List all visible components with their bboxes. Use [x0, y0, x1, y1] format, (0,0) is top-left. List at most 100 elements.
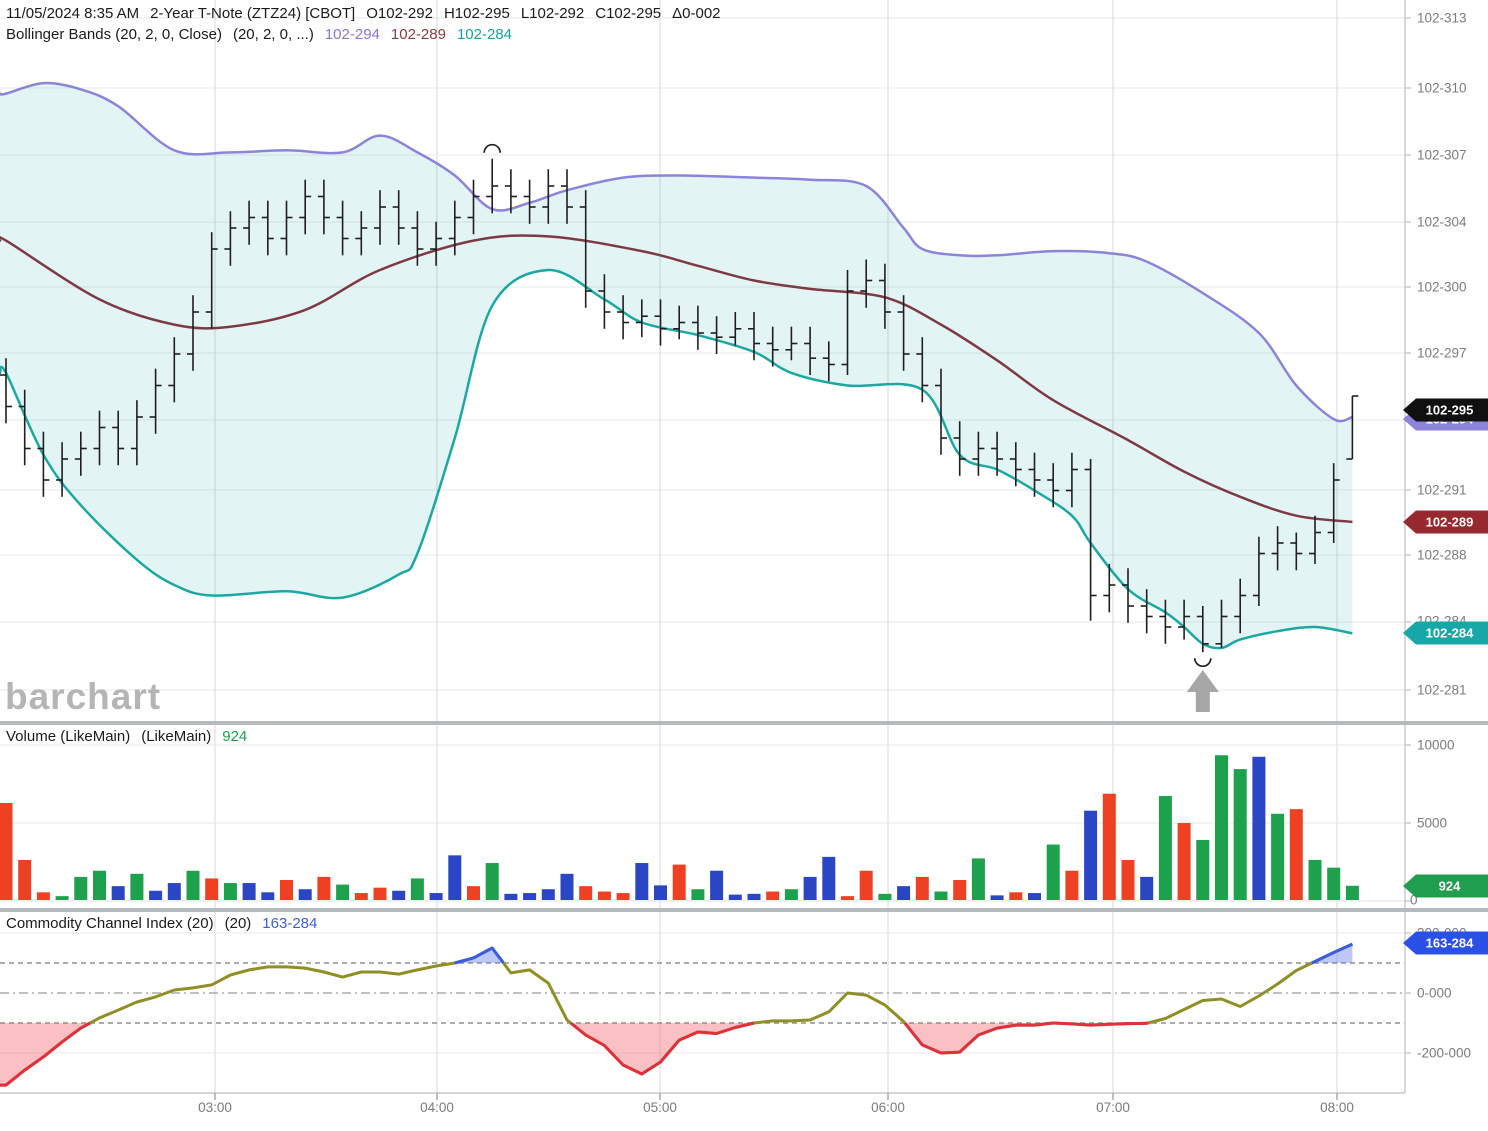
ohlc-bar [673, 305, 686, 340]
ohlc-bar [467, 179, 480, 235]
ohlc-bar [1159, 599, 1172, 644]
volume-bar [111, 886, 125, 900]
volume-bar [1158, 796, 1172, 900]
ohlc-bar [804, 326, 817, 375]
time-axis-label[interactable]: 06:00 [871, 1100, 905, 1115]
ohlc-bar [935, 368, 947, 455]
time-axis-label[interactable]: 03:00 [198, 1100, 232, 1115]
volume-bar [1177, 823, 1191, 900]
volume-bar [654, 885, 667, 900]
volume-bar [205, 878, 219, 900]
volume-bar [597, 891, 611, 900]
ohlc-bar [1140, 589, 1153, 634]
volume-legend[interactable]: Volume (LikeMain) (LikeMain) 924 [6, 728, 247, 745]
ohlc-bar [74, 431, 87, 476]
ohlc-bar [430, 221, 443, 266]
volume-bar [1046, 844, 1060, 900]
volume-bar [710, 870, 724, 900]
time-axis-label[interactable]: 08:00 [1320, 1100, 1354, 1115]
ohlc-bar [336, 200, 349, 256]
ohlc-bar [224, 211, 237, 266]
volume-bar [915, 876, 929, 900]
volume-bar [74, 876, 88, 900]
panel-divider-2[interactable] [0, 908, 1488, 912]
ohlc-bar [18, 389, 31, 466]
ohlc-bar [1290, 532, 1303, 571]
price-axis-label: 102-304 [1417, 214, 1467, 230]
ohlc-bar [504, 169, 517, 214]
ohlc-bar [1103, 564, 1116, 613]
bollinger-band-fill [0, 83, 1353, 649]
volume-bar [766, 891, 780, 900]
volume-bar [523, 893, 537, 900]
volume-bar [298, 889, 312, 900]
time-axis-label[interactable]: 05:00 [643, 1100, 677, 1115]
volume-bar [167, 883, 181, 900]
volume-bar [953, 879, 967, 900]
volume-bar [1009, 892, 1023, 900]
ohlc-bar [1271, 526, 1284, 571]
ohlc-bar [1065, 452, 1078, 508]
volume-params: (LikeMain) [141, 728, 212, 745]
bollinger-legend[interactable]: Bollinger Bands (20, 2, 0, Close) (20, 2… [6, 26, 512, 43]
volume-label: Volume (LikeMain) [6, 728, 131, 745]
volume-value: 924 [222, 728, 248, 745]
volume-bar [149, 890, 163, 900]
volume-bar [223, 883, 237, 900]
volume-bar [635, 863, 649, 900]
price-axis-label: 102-307 [1417, 147, 1467, 163]
time-axis-label[interactable]: 04:00 [420, 1100, 454, 1115]
volume-axis-label: 0 [1410, 892, 1418, 908]
ohlc-bar [1196, 606, 1209, 653]
volume-bar [1327, 867, 1341, 900]
volume-bar [934, 891, 948, 900]
session-high-marker [483, 143, 502, 153]
ohlc-bar [112, 410, 125, 466]
ohlc-bar [766, 326, 779, 367]
volume-axis-label: 10000 [1417, 737, 1455, 753]
volume-bar [971, 858, 985, 900]
volume-bar [616, 893, 630, 900]
volume-bar [261, 892, 275, 900]
cci-oversold-line [1053, 1021, 1149, 1027]
ohlc-bar [991, 431, 1004, 476]
ohlc-bar [972, 431, 985, 476]
ohlc-bar [411, 211, 424, 266]
volume-bar [1252, 756, 1266, 900]
panel-divider[interactable] [0, 721, 1488, 725]
volume-bar [1215, 755, 1228, 900]
quote-change: Δ0-002 [672, 5, 721, 22]
ohlc-bar [1047, 463, 1060, 508]
volume-bar [897, 886, 911, 900]
ohlc-bar [654, 299, 667, 346]
cci-legend[interactable]: Commodity Channel Index (20) (20) 163-28… [6, 915, 317, 932]
volume-bar [373, 887, 387, 900]
ohlc-bar [1309, 515, 1321, 564]
ohlc-bar [56, 442, 69, 497]
price-axis-label: 102-291 [1417, 482, 1467, 498]
volume-bar [878, 893, 892, 900]
volume-bar [504, 893, 518, 900]
volume-bar [784, 889, 798, 900]
ohlc-bar [916, 337, 929, 403]
volume-bar [579, 886, 593, 900]
low-pointer-arrow-icon [1186, 670, 1219, 712]
volume-bar [429, 893, 443, 900]
volume-bar [841, 896, 854, 900]
volume-bar [280, 879, 293, 900]
ohlc-bar [261, 200, 274, 256]
price-axis-label: 102-310 [1417, 80, 1467, 96]
cci-axis-label: 0-000 [1417, 985, 1452, 1001]
volume-bar [1140, 876, 1154, 900]
ohlc-bar [598, 274, 611, 329]
volume-bar [541, 889, 555, 900]
quote-low: L102-292 [520, 5, 585, 22]
ohlc-bar [1327, 463, 1340, 543]
quote-close: C102-295 [595, 5, 662, 22]
cci-oversold-fill [570, 1023, 754, 1074]
cci-value: 163-284 [262, 915, 318, 932]
price-axis-label: 102-300 [1417, 279, 1467, 295]
time-axis-label[interactable]: 07:00 [1096, 1100, 1130, 1115]
bollinger-upper-value: 102-294 [324, 26, 380, 43]
